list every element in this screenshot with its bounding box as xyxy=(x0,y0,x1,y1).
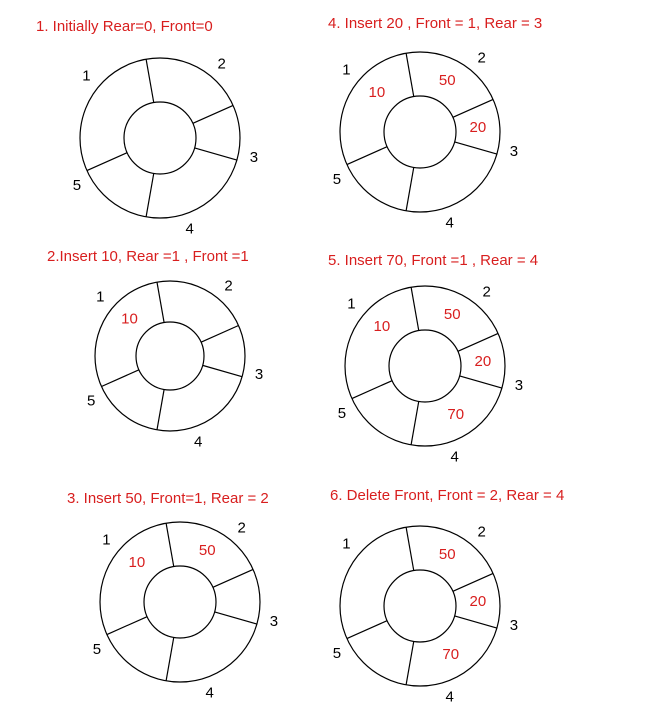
inner-ring xyxy=(388,329,462,403)
slot-divider-4 xyxy=(405,167,415,211)
slot-value-2: 50 xyxy=(439,72,456,89)
slot-divider-2 xyxy=(192,104,234,124)
slot-divider-2 xyxy=(452,572,494,592)
inner-ring xyxy=(123,101,197,175)
slot-value-4: 70 xyxy=(447,406,464,423)
slot-number-1: 1 xyxy=(82,67,90,84)
slot-number-4: 4 xyxy=(194,434,202,451)
slot-divider-1 xyxy=(405,53,415,97)
slot-divider-4 xyxy=(165,637,175,681)
slot-number-2: 2 xyxy=(483,283,491,300)
slot-divider-5 xyxy=(351,380,393,400)
slot-divider-3 xyxy=(194,147,238,161)
slot-divider-3 xyxy=(454,615,498,629)
slot-number-2: 2 xyxy=(478,523,486,540)
slot-divider-1 xyxy=(405,527,415,571)
slot-value-3: 20 xyxy=(470,593,487,610)
slot-number-5: 5 xyxy=(333,171,341,188)
slot-number-1: 1 xyxy=(347,295,355,312)
slot-divider-5 xyxy=(86,152,128,172)
slot-divider-2 xyxy=(452,98,494,118)
slot-value-2: 50 xyxy=(199,542,216,559)
slot-number-4: 4 xyxy=(185,220,193,237)
slot-number-5: 5 xyxy=(338,405,346,422)
slot-value-4: 70 xyxy=(442,646,459,663)
slot-number-3: 3 xyxy=(510,617,518,634)
outer-ring xyxy=(339,525,501,687)
slot-divider-1 xyxy=(410,287,420,331)
step-title: 6. Delete Front, Front = 2, Rear = 4 xyxy=(330,487,564,504)
slot-value-1: 10 xyxy=(369,84,386,101)
step-title: 1. Initially Rear=0, Front=0 xyxy=(36,18,213,35)
slot-number-1: 1 xyxy=(96,288,104,305)
slot-value-1: 10 xyxy=(374,318,391,335)
slot-divider-4 xyxy=(405,641,415,685)
slot-number-5: 5 xyxy=(73,177,81,194)
queue-panel-1: 1. Initially Rear=0, Front=0 1 2 3 4 5 xyxy=(36,18,258,237)
slot-divider-2 xyxy=(212,568,254,588)
slot-number-4: 4 xyxy=(445,214,453,231)
step-title: 2.Insert 10, Rear =1 , Front =1 xyxy=(47,248,249,265)
slot-number-2: 2 xyxy=(218,55,226,72)
outer-ring xyxy=(94,280,246,432)
slot-number-3: 3 xyxy=(515,377,523,394)
slot-divider-3 xyxy=(214,611,258,625)
slot-value-1: 10 xyxy=(129,554,146,571)
slot-number-3: 3 xyxy=(510,143,518,160)
slot-number-5: 5 xyxy=(87,392,95,409)
queue-panel-6: 6. Delete Front, Front = 2, Rear = 4 1 2 3 4… xyxy=(330,487,564,705)
slot-divider-1 xyxy=(156,282,165,323)
slot-number-3: 3 xyxy=(255,366,263,383)
slot-number-4: 4 xyxy=(450,448,458,465)
slot-divider-2 xyxy=(457,332,499,352)
slot-number-3: 3 xyxy=(270,613,278,630)
slot-value-3: 20 xyxy=(475,353,492,370)
slot-value-1: 10 xyxy=(121,311,138,328)
step-title: 5. Insert 70, Front =1 , Rear = 4 xyxy=(328,252,538,269)
slot-number-5: 5 xyxy=(93,641,101,658)
outer-ring xyxy=(79,57,241,219)
slot-number-4: 4 xyxy=(445,688,453,705)
slot-number-3: 3 xyxy=(250,149,258,166)
inner-ring xyxy=(135,321,205,391)
slot-number-1: 1 xyxy=(342,535,350,552)
queue-panel-2: 2.Insert 10, Rear =1 , Front =1 1 2 3 4 5 10 xyxy=(47,248,263,451)
slot-divider-5 xyxy=(346,146,388,166)
queue-panel-3: 3. Insert 50, Front=1, Rear = 2 1 2 3 4 5 10 50 xyxy=(67,490,278,701)
slot-divider-3 xyxy=(202,364,243,378)
slot-number-2: 2 xyxy=(238,519,246,536)
slot-divider-4 xyxy=(145,173,155,217)
step-title: 4. Insert 20 , Front = 1, Rear = 3 xyxy=(328,15,542,32)
slot-divider-5 xyxy=(106,616,148,636)
slot-divider-2 xyxy=(200,324,239,343)
inner-ring xyxy=(383,95,457,169)
slot-number-4: 4 xyxy=(205,684,213,701)
slot-divider-4 xyxy=(410,401,420,445)
slot-value-3: 20 xyxy=(470,119,487,136)
slot-value-2: 50 xyxy=(439,546,456,563)
slot-divider-5 xyxy=(101,369,140,388)
slot-number-1: 1 xyxy=(342,61,350,78)
slot-divider-1 xyxy=(145,59,155,103)
queue-panel-5: 5. Insert 70, Front =1 , Rear = 4 1 2 3 4 5 10… xyxy=(328,252,538,465)
inner-ring xyxy=(143,565,217,639)
slot-divider-3 xyxy=(454,141,498,155)
slot-number-2: 2 xyxy=(478,49,486,66)
slot-number-1: 1 xyxy=(102,531,110,548)
slot-value-2: 50 xyxy=(444,306,461,323)
slot-divider-3 xyxy=(459,375,503,389)
slot-divider-4 xyxy=(156,389,165,430)
outer-ring xyxy=(344,285,506,447)
inner-ring xyxy=(383,569,457,643)
slot-number-2: 2 xyxy=(224,277,232,294)
outer-ring xyxy=(339,51,501,213)
slot-number-5: 5 xyxy=(333,645,341,662)
step-title: 3. Insert 50, Front=1, Rear = 2 xyxy=(67,490,269,507)
queue-panel-4: 4. Insert 20 , Front = 1, Rear = 3 1 2 3 4 5 1… xyxy=(328,15,542,231)
outer-ring xyxy=(99,521,261,683)
slot-divider-1 xyxy=(165,523,175,567)
slot-divider-5 xyxy=(346,620,388,640)
